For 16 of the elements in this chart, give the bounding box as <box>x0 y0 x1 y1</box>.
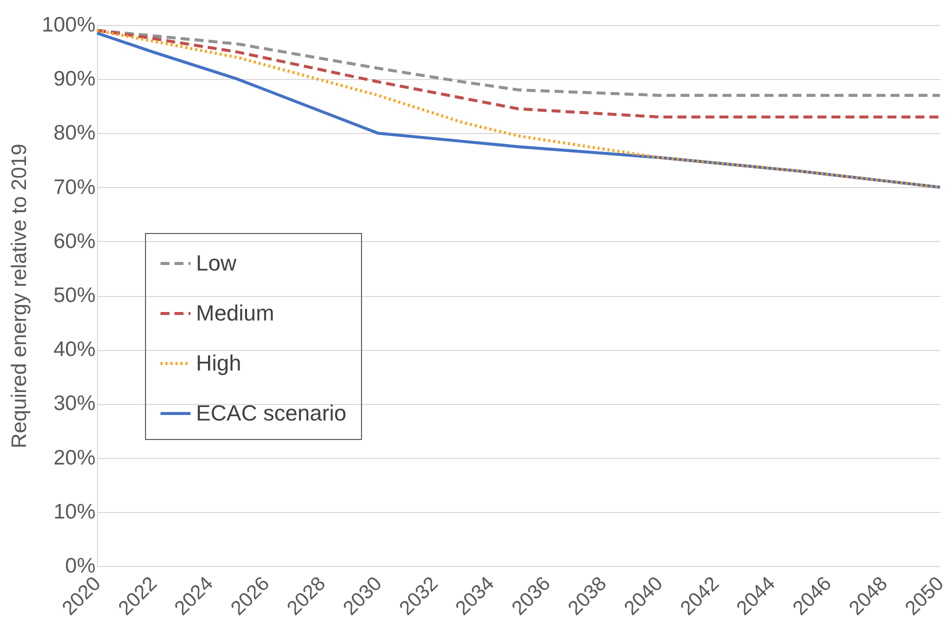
legend-label: Low <box>196 250 236 276</box>
y-tick-label: 20% <box>53 446 96 470</box>
y-axis-title: Required energy relative to 2019 <box>8 144 31 448</box>
y-tick-label: 60% <box>53 230 96 253</box>
y-tick-label: 30% <box>53 392 96 416</box>
y-tick-label: 10% <box>53 500 96 524</box>
y-tick-label: 80% <box>53 122 96 145</box>
y-tick-label: 40% <box>53 338 96 362</box>
legend-label: ECAC scenario <box>196 400 346 426</box>
y-tick-label: 0% <box>65 554 96 578</box>
y-tick-label: 70% <box>53 176 96 199</box>
legend-label: High <box>196 350 242 376</box>
y-tick-label: 90% <box>53 68 96 91</box>
y-tick-label: 50% <box>53 284 96 307</box>
y-tick-label: 100% <box>42 14 96 36</box>
legend-label: Medium <box>196 300 274 326</box>
